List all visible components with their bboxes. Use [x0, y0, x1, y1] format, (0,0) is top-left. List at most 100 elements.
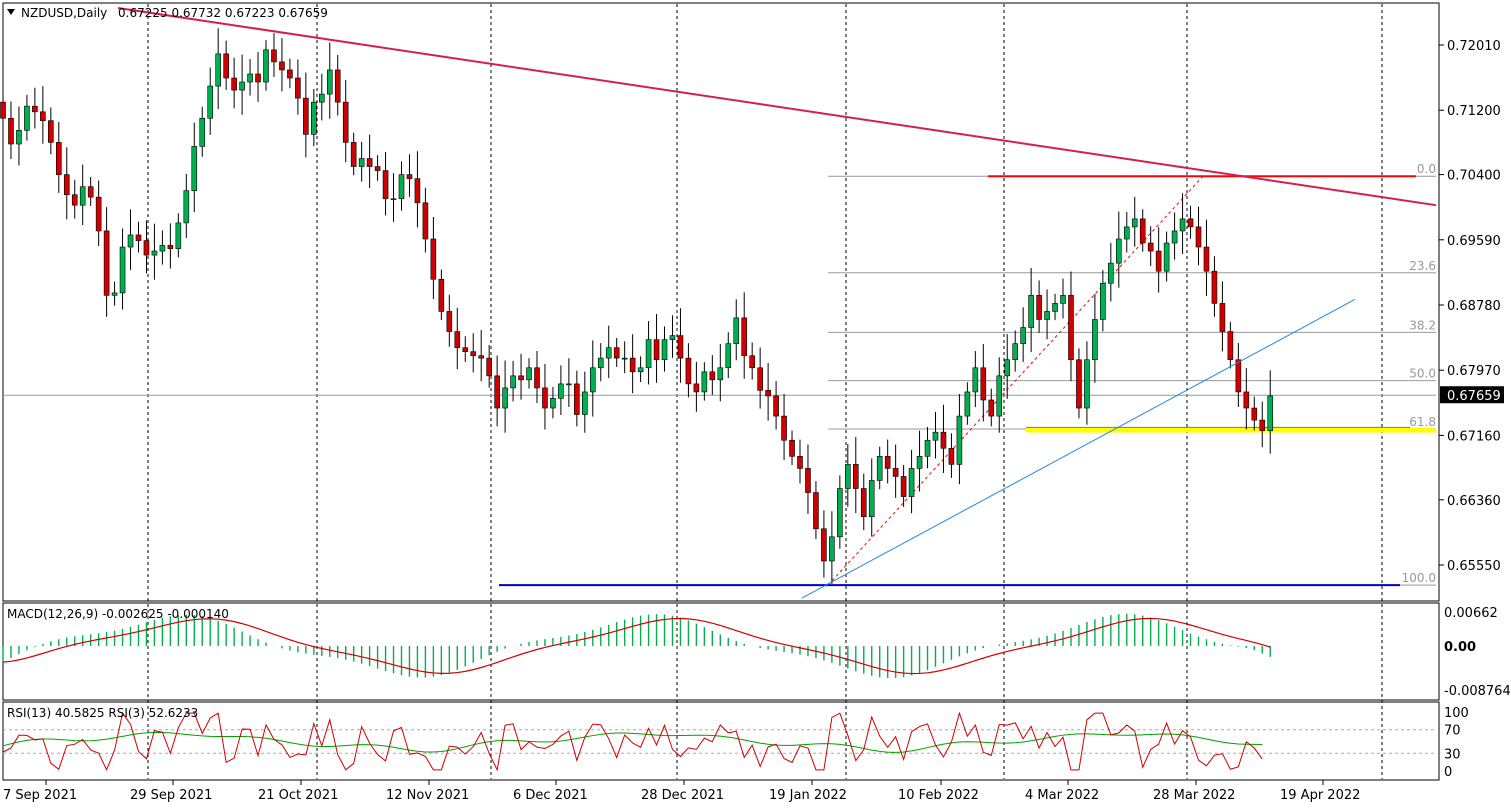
candle-body — [1139, 218, 1146, 244]
candle-body — [239, 81, 245, 91]
candle-body — [940, 431, 947, 449]
time-tick-label: 12 Nov 2021 — [386, 788, 469, 803]
fib-level-label: 100.0 — [1402, 571, 1436, 585]
price-tick-label: 0.69590 — [1447, 234, 1501, 249]
time-axis: 7 Sep 2021 29 Sep 2021 21 Oct 2021 12 Nov 2… — [3, 780, 1360, 803]
candle-body — [996, 375, 1003, 417]
time-tick-label: 7 Sep 2021 — [3, 788, 77, 803]
candle-body — [502, 387, 508, 409]
price-tick-label: 0.66360 — [1447, 494, 1501, 509]
candle-body — [685, 357, 692, 385]
candle-body — [303, 97, 309, 135]
candle-body — [1227, 331, 1234, 361]
fib-level-label: 50.0 — [1409, 367, 1436, 381]
rsi-pane[interactable] — [2, 701, 1440, 781]
candle-body — [1195, 226, 1202, 248]
candle-body — [534, 367, 540, 389]
time-tick-label: 21 Oct 2021 — [258, 788, 338, 803]
candle-body — [470, 351, 477, 357]
candle-body — [326, 69, 333, 95]
candle-body — [183, 190, 190, 224]
candle-body — [749, 355, 755, 369]
candle-body — [191, 146, 198, 191]
candle-body — [574, 383, 580, 415]
candle-body — [988, 399, 995, 417]
candle-body — [414, 178, 421, 204]
fib-level-label: 61.8 — [1409, 415, 1436, 429]
candle-body — [733, 317, 740, 344]
candle-body — [119, 246, 126, 294]
rsi13-line — [2, 731, 1263, 753]
rsi-tick-label: 70 — [1444, 724, 1461, 739]
time-tick-label: 28 Mar 2022 — [1153, 788, 1235, 803]
rsi-tick-label: 100 — [1444, 706, 1469, 721]
candle-body — [127, 234, 134, 248]
candle-body — [494, 375, 500, 409]
candle-body — [932, 431, 939, 441]
candle-body — [422, 202, 429, 240]
candle-body — [709, 371, 716, 381]
candle-body — [0, 101, 6, 119]
candle-body — [629, 357, 636, 373]
candle-body — [318, 93, 325, 103]
support-zone — [1026, 427, 1436, 433]
macd-pane[interactable] — [2, 602, 1440, 701]
candle-body — [908, 468, 915, 497]
time-tick-label: 29 Sep 2021 — [130, 788, 212, 803]
candle-body — [900, 476, 907, 497]
candle-body — [1179, 218, 1186, 232]
rsi3-line — [2, 711, 1263, 772]
candle-body — [398, 174, 405, 200]
candle-body — [605, 347, 612, 359]
horizontal-levels[interactable] — [3, 175, 1436, 587]
candle-body — [621, 357, 628, 360]
candle-body — [876, 456, 883, 481]
current-price-box — [1440, 386, 1504, 404]
candle-body — [374, 166, 381, 171]
candle-body — [637, 367, 644, 373]
candle-body — [199, 117, 206, 147]
trendlines[interactable] — [117, 6, 1437, 599]
candle-body — [701, 371, 708, 393]
candle-body — [1068, 295, 1074, 361]
candle-body — [597, 357, 604, 369]
candle-body — [167, 245, 174, 249]
candle-body — [1060, 295, 1066, 304]
candle-body — [390, 198, 397, 201]
candle-body — [462, 347, 469, 352]
candle-body — [295, 77, 301, 99]
candle-body — [829, 536, 835, 562]
candle-body — [916, 456, 923, 469]
candle-body — [566, 383, 572, 386]
candle-body — [1100, 282, 1106, 320]
candle-body — [589, 367, 596, 393]
candle-body — [1012, 343, 1018, 361]
candle-body — [964, 391, 971, 417]
candle-body — [430, 238, 437, 280]
ohlc-label: 0.67225 0.67732 0.67223 0.67659 — [118, 6, 328, 20]
fib-diagonal — [827, 175, 1204, 586]
time-tick-label: 28 Dec 2021 — [641, 788, 724, 803]
candle-body — [215, 53, 221, 87]
candle-body — [231, 77, 237, 91]
candle-body — [1147, 242, 1154, 252]
candle-body — [868, 480, 875, 518]
candle-body — [1092, 319, 1098, 361]
candle-body — [980, 367, 987, 401]
triangle-down-icon[interactable] — [7, 9, 15, 15]
candle-body — [510, 375, 516, 389]
candle-body — [773, 395, 779, 417]
candle-body — [1235, 359, 1242, 393]
candle-body — [558, 383, 564, 399]
rsi-tick-label: 30 — [1444, 747, 1461, 762]
candle-body — [334, 69, 341, 103]
macd-signal-line — [2, 617, 1271, 675]
candle-body — [924, 439, 931, 457]
candle-body — [653, 339, 660, 361]
candle-body — [79, 186, 86, 206]
price-axis: 0.72010 0.71200 0.70400 0.69590 0.68780 0.679… — [1439, 39, 1511, 780]
candle-body — [972, 367, 979, 393]
candle-body — [1036, 295, 1042, 320]
